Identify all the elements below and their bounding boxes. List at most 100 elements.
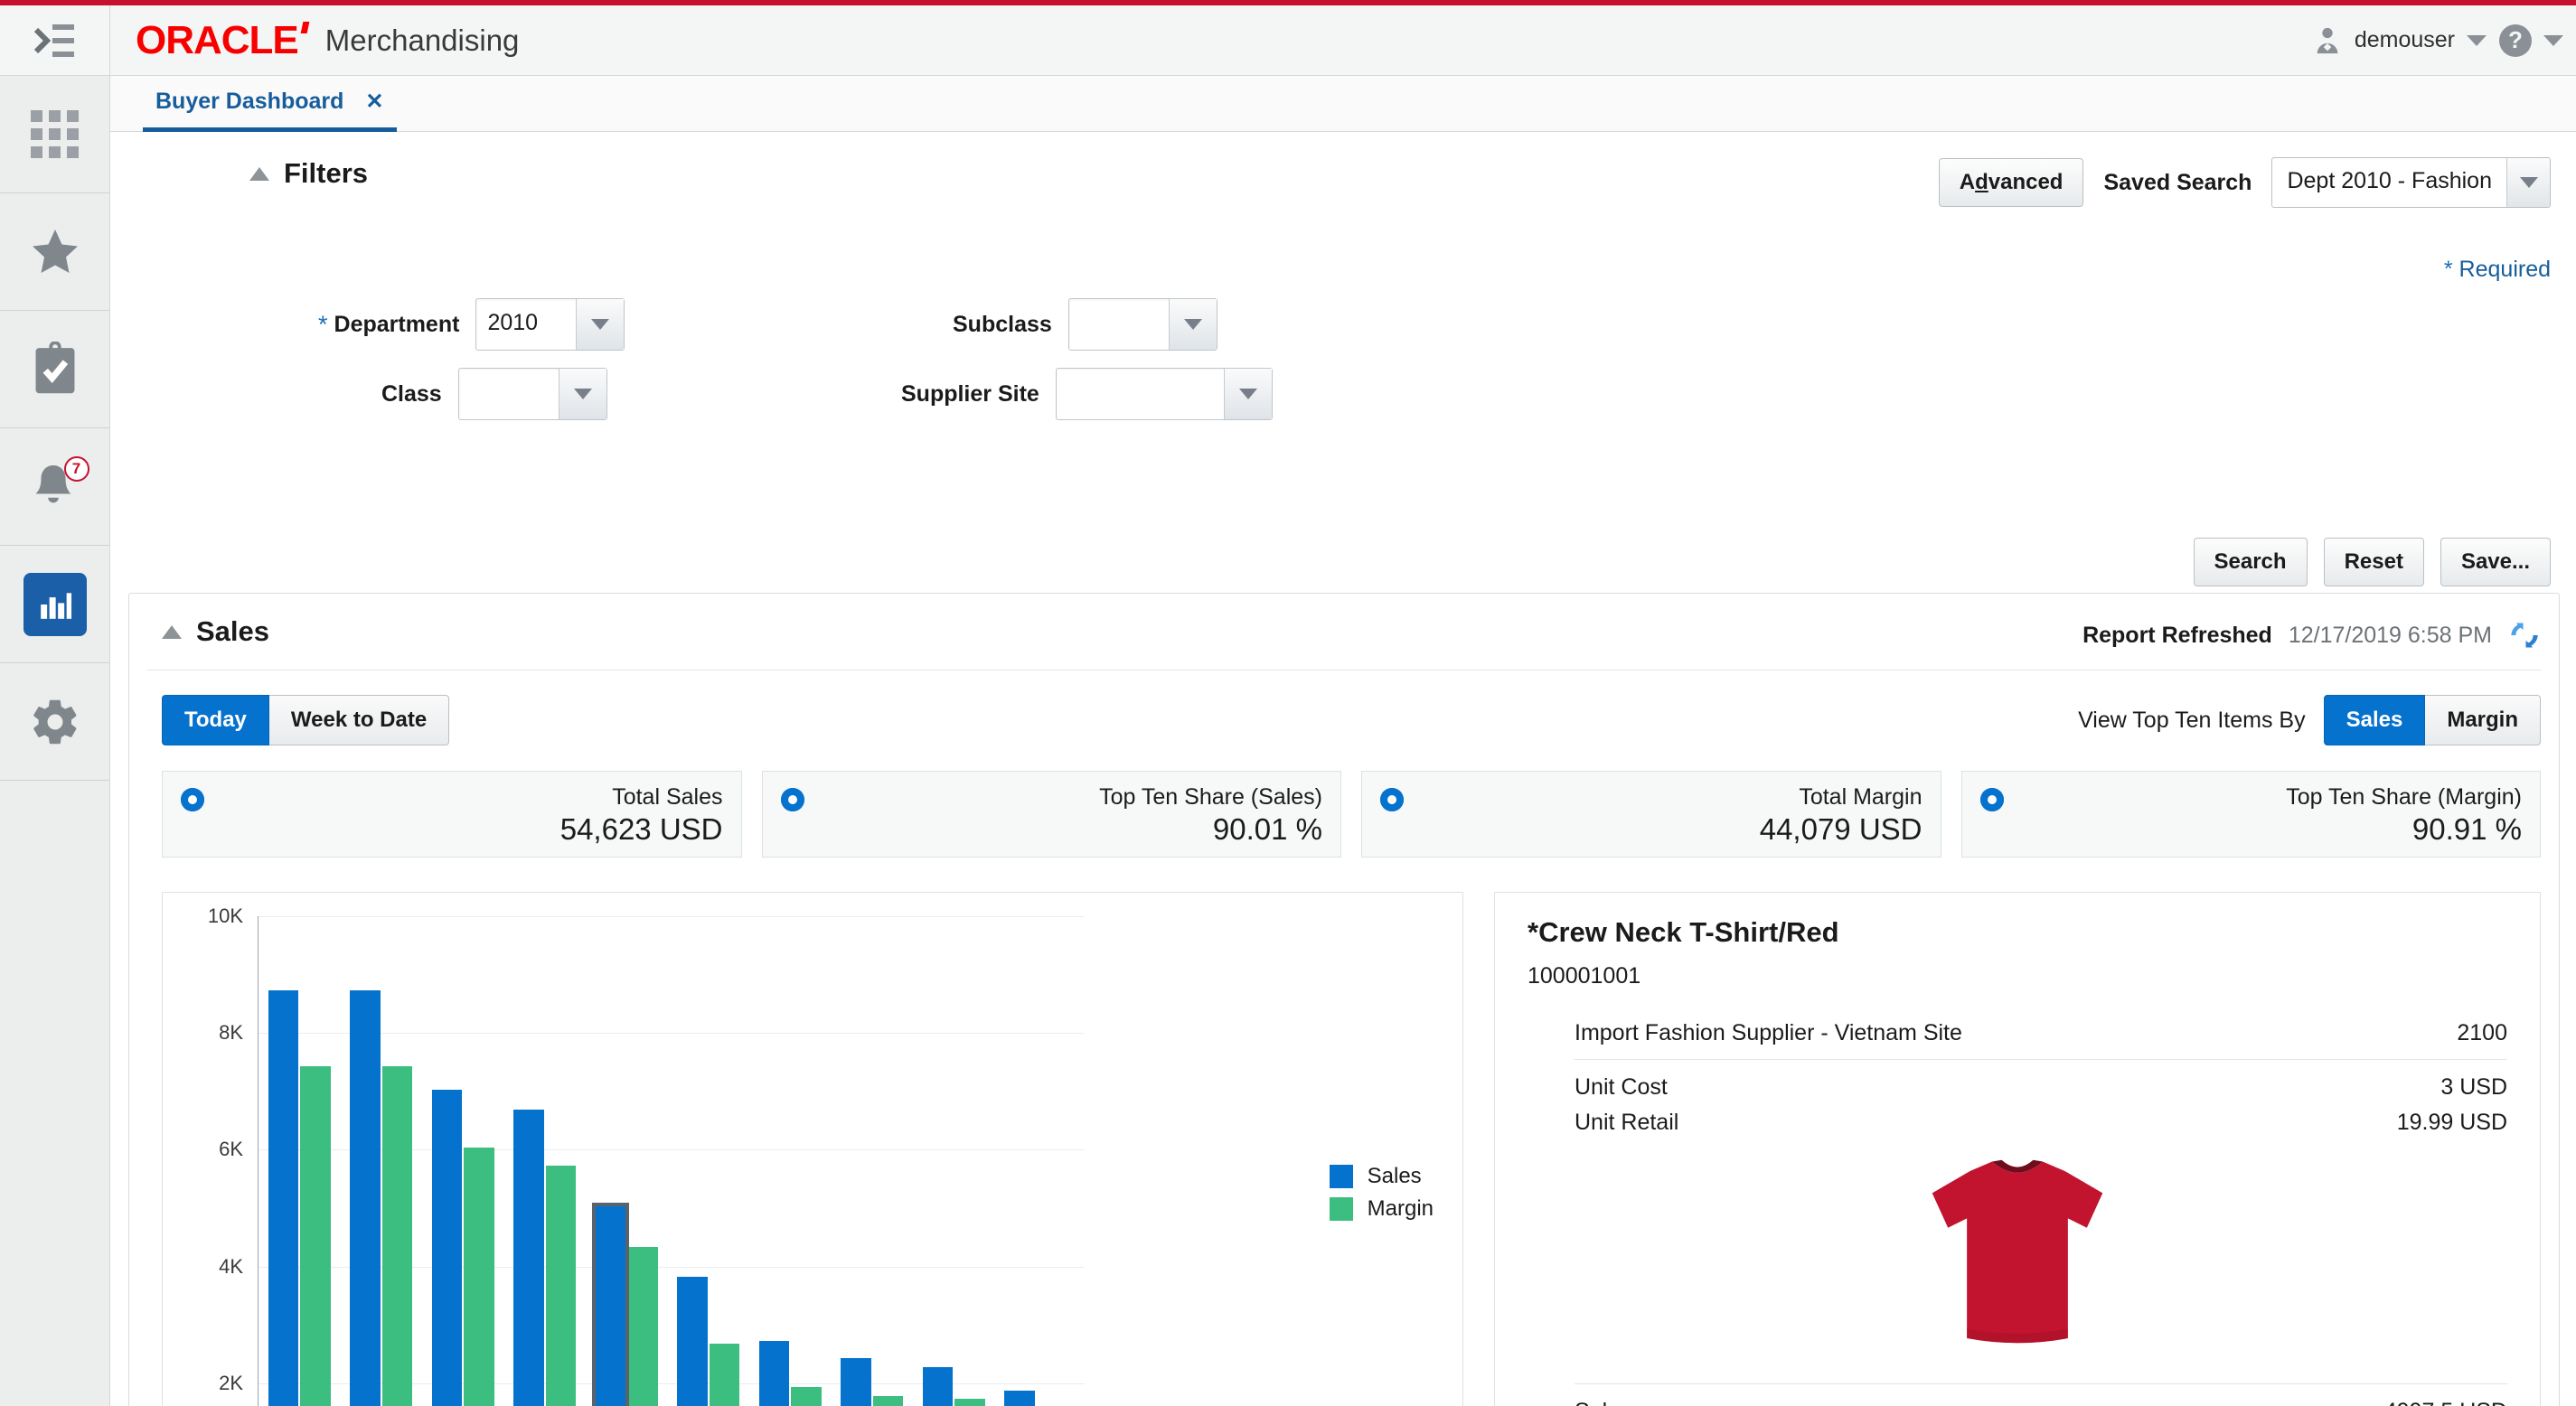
chart-bar-margin-7[interactable] [791, 1387, 822, 1406]
chart-bar-margin-9[interactable] [954, 1399, 985, 1406]
value-supplier-site [1057, 369, 1224, 419]
chevron-down-icon-saved-search[interactable] [2506, 158, 2550, 207]
kpi-total-sales[interactable]: Total Sales 54,623 USD [162, 771, 742, 858]
chart-plot-area: 2K 4K 6K 8K 10K [163, 893, 1462, 1406]
left-sidebar: 7 [0, 5, 110, 1406]
unit-retail-row: Unit Retail 19.99 USD [1528, 1110, 2507, 1136]
label-subclass: Subclass [953, 311, 1052, 337]
kpi-label: Total Margin [1799, 784, 1923, 810]
clipboard-check-icon [35, 341, 74, 393]
item-title: *Crew Neck T-Shirt/Red [1528, 916, 1839, 948]
period-today-button[interactable]: Today [162, 695, 269, 745]
user-menu[interactable]: demouser [2312, 24, 2487, 57]
chart-bar-margin-3[interactable] [464, 1148, 494, 1406]
chart-bar-margin-4[interactable] [545, 1165, 577, 1406]
chart-bar-sales-4[interactable] [513, 1110, 544, 1406]
legend-item-margin[interactable]: Margin [1329, 1196, 1434, 1222]
bell-icon [35, 464, 71, 502]
sidebar-item-apps[interactable] [0, 76, 109, 193]
period-toggle: Today Week to Date [162, 695, 450, 745]
required-marker-department: * [318, 310, 328, 338]
chart-bar-sales-8[interactable] [841, 1357, 871, 1406]
field-department: * Department 2010 [318, 298, 625, 351]
input-subclass[interactable] [1067, 298, 1217, 351]
kpi-row: Total Sales 54,623 USD Top Ten Share (Sa… [162, 771, 2541, 858]
view-top-ten-row: View Top Ten Items By Sales Margin [2078, 695, 2541, 745]
sidebar-item-reports[interactable] [0, 546, 109, 663]
menu-collapse-icon [33, 23, 74, 57]
kpi-label: Top Ten Share (Margin) [2286, 784, 2522, 810]
chart-gridline [258, 1383, 1085, 1384]
kpi-top-ten-share-margin[interactable]: Top Ten Share (Margin) 90.91 % [1960, 771, 2541, 858]
kpi-top-ten-share-sales[interactable]: Top Ten Share (Sales) 90.01 % [761, 771, 1341, 858]
tab-buyer-dashboard[interactable]: Buyer Dashboard ✕ [143, 76, 397, 132]
kpi-total-margin[interactable]: Total Margin 44,079 USD [1361, 771, 1941, 858]
period-week-to-date-button[interactable]: Week to Date [268, 695, 450, 745]
filters-header[interactable]: Filters [249, 157, 368, 190]
chart-bar-sales-7[interactable] [758, 1340, 790, 1406]
sidebar-item-settings[interactable] [0, 663, 109, 781]
header-right: demouser ? [2312, 23, 2576, 57]
view-by-sales-button[interactable]: Sales [2323, 695, 2426, 745]
reset-button[interactable]: Reset [2323, 538, 2424, 586]
supplier-row: Import Fashion Supplier - Vietnam Site 2… [1528, 1020, 2507, 1046]
legend-item-sales[interactable]: Sales [1329, 1164, 1434, 1189]
advanced-button[interactable]: Advanced [1938, 158, 2084, 207]
sidebar-item-notifications[interactable]: 7 [0, 428, 109, 546]
search-button[interactable]: Search [2193, 538, 2308, 586]
label-department: Department [334, 311, 460, 337]
user-avatar-icon [2317, 27, 2338, 53]
chart-bar-sales-9[interactable] [922, 1366, 954, 1406]
chart-bar-margin-2[interactable] [381, 1065, 413, 1406]
chart-y-tick: 8K [219, 1021, 243, 1045]
chart-bar-sales-3[interactable] [431, 1089, 463, 1406]
chevron-down-icon-supplier-site[interactable] [1223, 369, 1272, 419]
chevron-down-icon-department[interactable] [576, 299, 625, 350]
sidebar-item-tasks[interactable] [0, 311, 109, 428]
unit-cost-label: Unit Cost [1575, 1074, 1668, 1100]
sales-title: Sales [196, 615, 270, 647]
top-ten-bar-chart[interactable]: 2K 4K 6K 8K 10K Sales Margin [162, 892, 1463, 1406]
tab-bar: Buyer Dashboard ✕ [110, 76, 2576, 132]
chart-bar-sales-6[interactable] [677, 1276, 708, 1406]
chevron-down-icon[interactable] [2467, 34, 2487, 46]
sales-row-label: Sales [1575, 1399, 1631, 1406]
tshirt-image-icon [1932, 1159, 2103, 1344]
save-button[interactable]: Save... [2440, 538, 2551, 586]
kpi-label: Total Sales [612, 784, 723, 810]
chart-bar-sales-10[interactable] [1004, 1390, 1035, 1406]
view-by-margin-button[interactable]: Margin [2425, 695, 2541, 745]
chart-bar-sales-2[interactable] [350, 989, 381, 1406]
sidebar-item-favorites[interactable] [0, 193, 109, 311]
help-menu[interactable]: ? [2499, 23, 2563, 57]
chevron-down-icon-help[interactable] [2543, 34, 2563, 46]
grid-apps-icon [31, 110, 79, 158]
refresh-icon[interactable] [2508, 619, 2541, 651]
item-image [1528, 1152, 2507, 1351]
collapse-triangle-icon[interactable] [249, 166, 269, 181]
input-department[interactable]: 2010 [475, 298, 625, 351]
value-class [459, 369, 559, 419]
field-subclass: Subclass [953, 298, 1217, 351]
status-indicator-icon [181, 788, 204, 811]
item-detail-panel: *Crew Neck T-Shirt/Red 100001001 Import … [1494, 892, 2541, 1406]
chart-bar-margin-6[interactable] [709, 1343, 740, 1406]
input-class[interactable] [457, 368, 607, 420]
collapse-triangle-icon-sales[interactable] [162, 624, 182, 639]
chevron-down-icon-class[interactable] [558, 369, 606, 419]
unit-retail-label: Unit Retail [1575, 1110, 1679, 1135]
close-icon[interactable]: ✕ [365, 89, 384, 114]
chevron-down-icon-subclass[interactable] [1168, 299, 1217, 350]
sales-header[interactable]: Sales [162, 615, 269, 648]
chart-bar-margin-8[interactable] [872, 1395, 904, 1406]
chart-bar-sales-1[interactable] [268, 989, 299, 1406]
chart-bar-margin-1[interactable] [300, 1065, 331, 1406]
chart-bar-margin-5[interactable] [627, 1247, 658, 1406]
input-supplier-site[interactable] [1055, 368, 1273, 420]
chart-bar-sales-5[interactable] [591, 1203, 630, 1406]
reports-active-box [23, 572, 87, 636]
sidebar-item-menu-toggle[interactable] [0, 5, 109, 76]
kpi-value: 90.01 % [1212, 812, 1322, 846]
saved-search-select[interactable]: Dept 2010 - Fashion [2271, 157, 2551, 208]
